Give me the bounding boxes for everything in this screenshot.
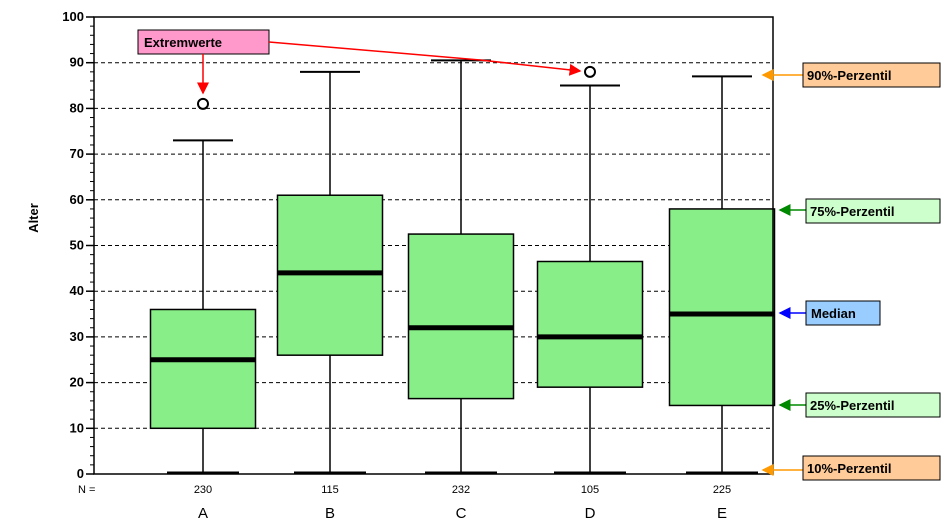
- annotation-p25: 25%-Perzentil: [778, 392, 941, 418]
- y-tick-label-100: 100: [62, 9, 84, 24]
- annotation-p10: 10%-Perzentil: [761, 455, 941, 481]
- median-box: [805, 300, 881, 326]
- box-E: [668, 75, 776, 475]
- y-tick-label-40: 40: [70, 283, 84, 298]
- annotation-p75: 75%-Perzentil: [778, 198, 941, 224]
- category-label-A: A: [198, 505, 208, 522]
- category-label-E: E: [717, 505, 727, 522]
- p75-text: 75%-Perzentil: [810, 204, 895, 219]
- box-D: [536, 65, 644, 475]
- outlier-D-0: [584, 65, 596, 78]
- p25-text: 25%-Perzentil: [810, 398, 895, 413]
- p75-box: [805, 198, 941, 224]
- box-B: [276, 70, 384, 475]
- annotation-p90: 90%-Perzentil: [761, 62, 941, 88]
- annotation-median: Median: [778, 300, 881, 326]
- iqr-box-C: [407, 233, 515, 400]
- n-labels: 230 115 232 105 225: [194, 484, 731, 496]
- y-tick-label-70: 70: [70, 146, 84, 161]
- iqr-box-A: [149, 308, 257, 430]
- y-tick-label-50: 50: [70, 238, 84, 253]
- p25-box: [805, 392, 941, 418]
- n-label-B: 115: [321, 484, 339, 496]
- y-tick-label-0: 0: [77, 466, 84, 481]
- y-tick-label-60: 60: [70, 192, 84, 207]
- y-axis-label: Alter: [26, 203, 41, 233]
- category-label-D: D: [585, 505, 596, 522]
- iqr-box-E: [668, 208, 776, 407]
- box-A: [149, 97, 257, 475]
- extremwerte-text: Extremwerte: [144, 35, 222, 50]
- n-label-C: 232: [452, 484, 470, 496]
- median-text: Median: [811, 306, 856, 321]
- category-labels: A B C D E: [198, 505, 727, 522]
- n-label-E: 225: [713, 484, 731, 496]
- box-C: [407, 59, 515, 475]
- n-label-A: 230: [194, 484, 212, 496]
- n-label-D: 105: [581, 484, 599, 496]
- category-label-C: C: [456, 505, 467, 522]
- y-tick-label-10: 10: [70, 420, 84, 435]
- category-label-B: B: [325, 505, 335, 522]
- y-tick-label-90: 90: [70, 55, 84, 70]
- extremwerte-arrow-d: [268, 41, 582, 76]
- y-tick-label-20: 20: [70, 375, 84, 390]
- p90-box: [802, 62, 941, 88]
- annotation-extremwerte: Extremwerte: [137, 29, 582, 95]
- p10-text: 10%-Perzentil: [807, 461, 892, 476]
- n-label: N =: [78, 484, 95, 496]
- y-axis: 0 10 20 30 40 50 60 70 80 90 100: [62, 9, 94, 481]
- iqr-box-D: [536, 260, 644, 388]
- y-tick-label-80: 80: [70, 100, 84, 115]
- boxes-layer: [149, 59, 776, 475]
- p90-text: 90%-Perzentil: [807, 68, 892, 83]
- p10-box: [802, 455, 941, 481]
- outlier-A-0: [197, 97, 209, 110]
- y-tick-label-30: 30: [70, 329, 84, 344]
